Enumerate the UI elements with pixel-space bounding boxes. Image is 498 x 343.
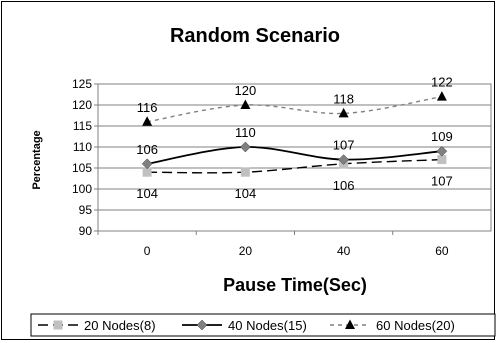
- legend-label: 20 Nodes(8): [84, 318, 156, 333]
- x-tick-label: 40: [337, 244, 351, 258]
- data-label: 104: [235, 186, 257, 201]
- data-point: [142, 116, 153, 126]
- data-point: [436, 145, 448, 157]
- legend-marker: [196, 319, 208, 331]
- legend-marker: [53, 320, 63, 330]
- data-label: 120: [235, 83, 257, 98]
- legend-label: 40 Nodes(15): [228, 318, 307, 333]
- series-line: [147, 158, 442, 174]
- legend-box: [30, 313, 496, 337]
- legend: 20 Nodes(8) 40 Nodes(15) 60 Nodes(20): [38, 318, 455, 333]
- data-label: 106: [136, 142, 158, 157]
- data-label: 122: [431, 75, 453, 90]
- data-point: [338, 154, 349, 165]
- y-tick-label: 120: [72, 98, 92, 112]
- y-tick-labels: 90 95 100 105 110 115 120 125: [72, 77, 92, 238]
- y-tick-label: 125: [72, 77, 92, 91]
- data-label: 118: [333, 91, 354, 106]
- data-labels: 104 104 106 107 106 110 107 109 116 120 118 122: [136, 75, 452, 202]
- data-point: [240, 167, 250, 177]
- x-tick-label: 60: [435, 244, 449, 258]
- data-label: 109: [431, 129, 453, 144]
- data-label: 107: [333, 138, 355, 153]
- series-line: [146, 146, 442, 165]
- y-tick-label: 110: [73, 140, 92, 154]
- data-label: 110: [235, 125, 256, 140]
- data-point: [437, 155, 447, 165]
- y-tick-label: 95: [79, 203, 93, 217]
- data-label: 104: [136, 186, 158, 201]
- data-point: [141, 158, 153, 170]
- series-line: [147, 95, 442, 123]
- x-tick-label: 20: [239, 244, 253, 258]
- data-point: [240, 141, 251, 153]
- x-tick-label: 0: [144, 244, 151, 258]
- y-tick-label: 115: [73, 119, 92, 133]
- y-tick-label: 90: [79, 224, 93, 238]
- series-group: [141, 91, 448, 177]
- legend-label: 60 Nodes(20): [376, 318, 455, 333]
- x-axis-title: Pause Time(Sec): [223, 275, 367, 295]
- data-label: 107: [431, 174, 453, 189]
- data-point: [142, 167, 152, 177]
- data-point: [436, 91, 447, 101]
- plot-area: [97, 83, 492, 232]
- y-axis-title: Percentage: [31, 130, 43, 189]
- x-tick-labels: 0 20 40 60: [144, 244, 449, 258]
- chart-title: Random Scenario: [170, 25, 340, 47]
- y-tick-label: 100: [72, 182, 92, 196]
- y-tick-label: 105: [72, 161, 92, 175]
- data-label: 106: [333, 178, 355, 193]
- legend-marker: [345, 319, 355, 329]
- data-point: [338, 107, 349, 118]
- data-point: [240, 99, 251, 109]
- data-label: 116: [137, 100, 158, 115]
